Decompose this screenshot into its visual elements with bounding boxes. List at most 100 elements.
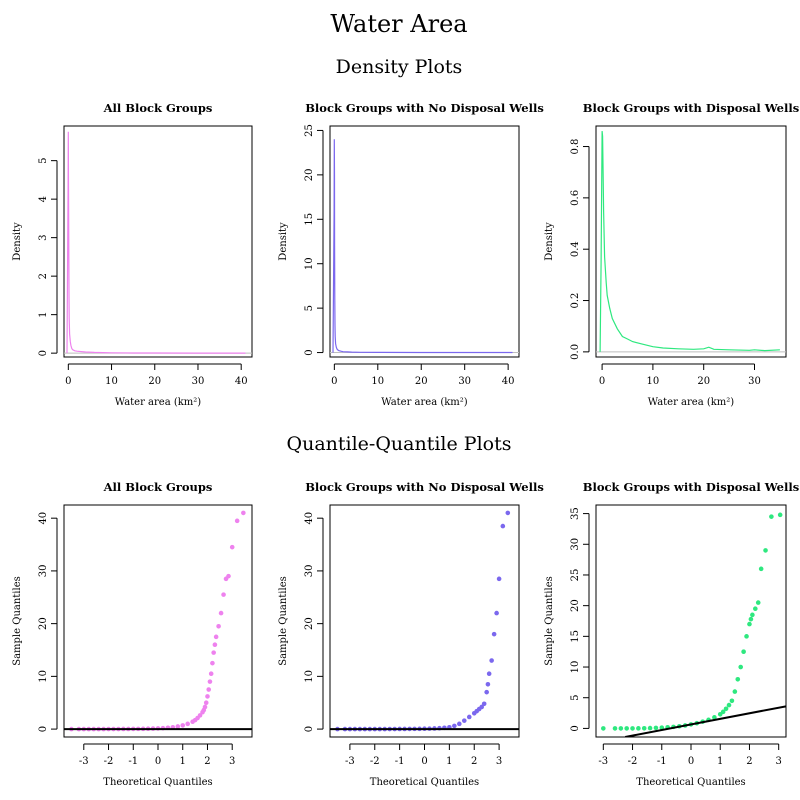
qq-all-block-groups-panel: All Block Groups-3 -2 -1 0 1 2 3010203040Theor…: [12, 480, 253, 788]
qq-point: [234, 518, 240, 524]
x-tick-label: 10: [105, 376, 118, 387]
x-axis-label: Theoretical Quantiles: [370, 777, 479, 788]
qq-point: [226, 573, 231, 579]
qq-point: [500, 523, 506, 529]
qq-point: [210, 660, 215, 666]
y-axis-label: Sample Quantiles: [544, 576, 555, 666]
y-tick-label: 10: [304, 670, 315, 683]
qq-point: [741, 649, 746, 654]
y-tick-label: 0: [304, 726, 315, 732]
qq-point: [753, 606, 758, 612]
qq-point: [213, 634, 219, 640]
y-tick-label: 5: [38, 157, 49, 163]
y-tick-label: 30: [38, 565, 49, 578]
qq-point: [206, 687, 212, 692]
y-tick-label: 10: [570, 661, 581, 674]
y-tick-label: 25: [570, 569, 581, 582]
qq-point: [720, 709, 726, 715]
x-tick-label: 3: [229, 756, 235, 767]
x-tick-label: 0: [421, 756, 427, 767]
plot-frame: [63, 125, 253, 358]
qq-point: [729, 698, 735, 704]
qq-point: [489, 658, 494, 663]
qq-point: [630, 726, 635, 731]
qq-point: [496, 576, 502, 582]
qq-point: [485, 681, 491, 687]
qq-point: [202, 704, 208, 710]
qq-point: [216, 623, 221, 629]
y-tick-label: 40: [304, 512, 315, 525]
qq-point: [647, 725, 653, 731]
qq-point: [755, 600, 761, 605]
y-tick-label: 0.8: [570, 139, 581, 155]
y-tick-label: 20: [304, 617, 315, 630]
qq-point: [207, 679, 213, 684]
x-tick-label: -3: [345, 756, 355, 767]
x-tick-label: 10: [371, 376, 384, 387]
y-axis-label: Density: [278, 222, 289, 261]
qq-point: [486, 671, 492, 677]
qq-point: [466, 714, 472, 720]
density-all-block-groups-panel: All Block Groups 0 10 20 30 40 0 1 2 3 4 5 Water are…: [12, 101, 253, 408]
qq-point: [612, 726, 618, 731]
qq-point: [484, 689, 489, 695]
qq-point: [744, 634, 749, 639]
qq-point: [641, 725, 647, 731]
plot-frame: [329, 504, 520, 738]
x-tick-label: -1: [657, 756, 667, 767]
qq-point: [769, 514, 774, 519]
x-tick-label: -3: [598, 756, 608, 767]
qq-point: [203, 700, 209, 706]
y-tick-label: 0.6: [570, 190, 581, 206]
qq-point: [735, 677, 741, 682]
density-line-block-groups-with-disposal-wells: [599, 131, 780, 352]
x-axis-label: Theoretical Quantiles: [636, 777, 745, 788]
x-tick-label: 40: [235, 376, 248, 387]
y-axis-label: Density: [12, 222, 23, 261]
y-tick-label: 35: [570, 507, 581, 520]
x-tick-label: 20: [697, 376, 710, 387]
qq-no-disposal-wells-panel: Block Groups with No Disposal Wells -3 -2 -…: [278, 480, 544, 788]
y-tick-label: 0.0: [570, 344, 581, 360]
y-tick-label: 5: [304, 305, 315, 311]
qq-point: [777, 512, 783, 518]
y-tick-label: 0: [570, 725, 581, 731]
qq-point: [211, 650, 216, 655]
y-tick-label: 15: [304, 213, 315, 226]
x-tick-label: 3: [496, 756, 502, 767]
y-tick-label: 30: [304, 565, 315, 578]
y-tick-label: 3: [38, 234, 49, 240]
x-tick-label: 2: [204, 756, 210, 767]
x-tick-label: 2: [471, 756, 477, 767]
qq-disposal-wells-panel: Block Groups with Disposal Wells -3 -2 -1 0 1…: [544, 480, 799, 788]
panel-title: All Block Groups: [103, 101, 213, 115]
x-tick-label: -1: [395, 756, 405, 767]
y-tick-label: 15: [570, 630, 581, 643]
qq-point: [180, 723, 186, 728]
density-no-disposal-wells-panel: Block Groups with No Disposal Wells 0 10 20…: [278, 101, 544, 408]
y-axis-label: Density: [544, 222, 555, 261]
x-tick-label: 1: [717, 756, 723, 767]
x-tick-label: 20: [148, 376, 161, 387]
qq-point: [653, 725, 659, 731]
x-tick-label: 30: [458, 376, 471, 387]
qq-point: [185, 721, 190, 727]
panel-title: Block Groups with Disposal Wells: [583, 101, 799, 115]
x-tick-label: 30: [192, 376, 205, 387]
qq-point: [748, 616, 754, 622]
y-tick-label: 25: [304, 124, 315, 137]
qq-point: [494, 610, 499, 616]
density-line-all-block-groups: [66, 131, 246, 354]
density-section-title: Density Plots: [336, 56, 463, 78]
plot-frame: [329, 125, 520, 358]
y-tick-label: 20: [570, 599, 581, 612]
qq-point: [212, 642, 218, 648]
x-tick-label: 0: [688, 756, 694, 767]
x-tick-label: 30: [748, 376, 761, 387]
panel-title: Block Groups with No Disposal Wells: [305, 480, 544, 494]
qq-point: [750, 612, 755, 618]
x-tick-label: -1: [128, 756, 138, 767]
plot-frame: [595, 504, 787, 738]
x-tick-label: 10: [647, 376, 660, 387]
panel-title: Block Groups with Disposal Wells: [583, 480, 799, 494]
